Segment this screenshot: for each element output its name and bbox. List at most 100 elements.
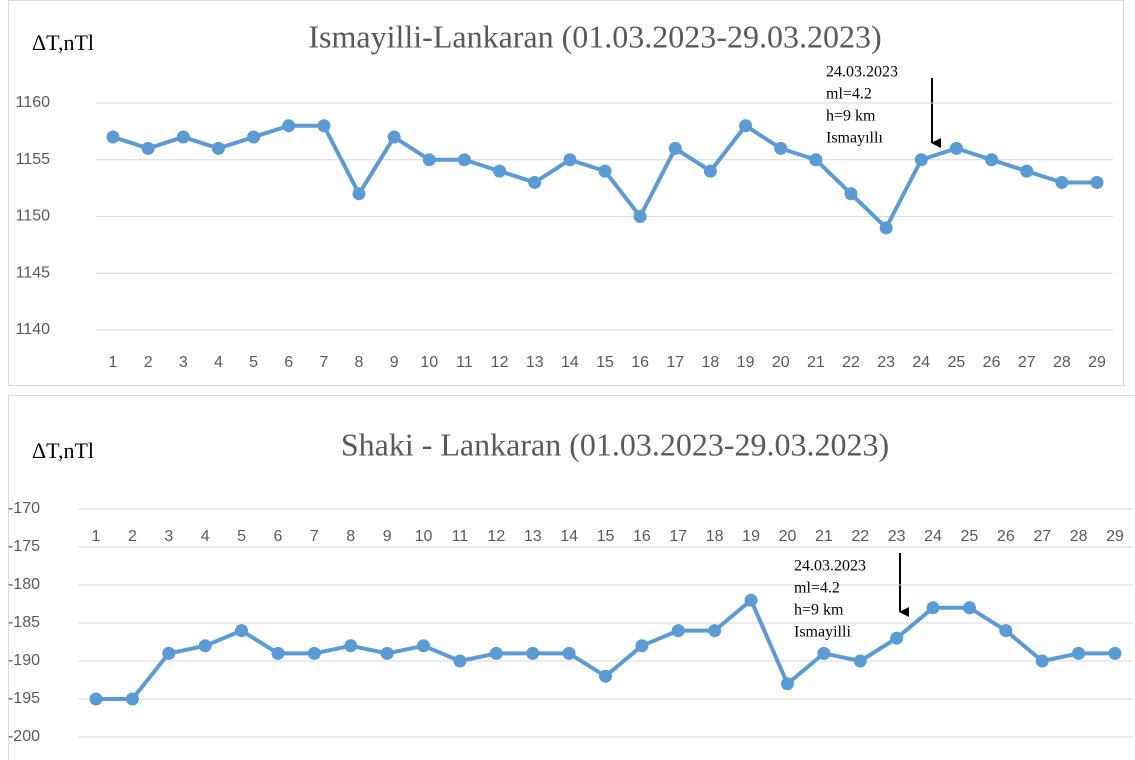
marker bbox=[1072, 646, 1086, 660]
x-tick-label: 2 bbox=[128, 528, 137, 545]
marker bbox=[526, 646, 540, 660]
x-tick-label: 7 bbox=[319, 354, 328, 371]
x-tick-label: 5 bbox=[237, 528, 246, 545]
marker bbox=[387, 130, 401, 144]
marker bbox=[489, 646, 503, 660]
x-tick-label: 18 bbox=[706, 528, 724, 545]
x-tick-label: 29 bbox=[1106, 528, 1124, 545]
marker bbox=[198, 639, 212, 653]
marker bbox=[317, 119, 331, 133]
x-tick-label: 18 bbox=[702, 354, 720, 371]
x-tick-label: 24 bbox=[912, 354, 930, 371]
x-tick-label: 24 bbox=[924, 528, 942, 545]
marker bbox=[780, 677, 794, 691]
x-tick-label: 9 bbox=[383, 528, 392, 545]
annotation: ml=4.2 bbox=[826, 86, 872, 103]
marker bbox=[809, 153, 823, 167]
y-tick-label: -195 bbox=[8, 690, 40, 707]
marker bbox=[890, 631, 904, 645]
x-tick-label: 12 bbox=[487, 528, 505, 545]
x-tick-label: 6 bbox=[274, 528, 283, 545]
marker bbox=[1108, 646, 1122, 660]
marker bbox=[562, 646, 576, 660]
x-tick-label: 17 bbox=[666, 354, 684, 371]
y-tick-label: 1140 bbox=[16, 321, 51, 338]
x-tick-label: 25 bbox=[948, 354, 966, 371]
chart-title: Ismayilli-Lankaran (01.03.2023-29.03.202… bbox=[308, 18, 881, 54]
y-tick-label: -180 bbox=[8, 576, 40, 593]
y-axis-label: ΔT,nTl bbox=[32, 438, 94, 463]
marker bbox=[744, 593, 758, 607]
x-tick-label: 20 bbox=[772, 354, 790, 371]
x-tick-label: 14 bbox=[560, 528, 578, 545]
marker bbox=[344, 639, 358, 653]
x-tick-label: 26 bbox=[983, 354, 1001, 371]
marker bbox=[599, 669, 612, 683]
marker bbox=[125, 692, 139, 706]
x-tick-label: 6 bbox=[284, 354, 293, 371]
marker bbox=[563, 153, 577, 167]
marker bbox=[235, 624, 249, 638]
chart-frame bbox=[8, 0, 1124, 386]
marker bbox=[89, 692, 103, 706]
marker bbox=[774, 141, 788, 155]
x-tick-label: 19 bbox=[742, 528, 760, 545]
x-tick-label: 2 bbox=[144, 354, 153, 371]
marker bbox=[141, 141, 155, 155]
y-axis-label: ΔT,nTl bbox=[32, 30, 94, 55]
x-tick-label: 27 bbox=[1033, 528, 1051, 545]
marker bbox=[307, 646, 321, 660]
chart-title: Shaki - Lankaran (01.03.2023-29.03.2023) bbox=[341, 426, 889, 462]
y-tick-label: -170 bbox=[8, 500, 40, 517]
x-tick-label: 21 bbox=[807, 354, 825, 371]
marker bbox=[633, 210, 647, 223]
marker bbox=[162, 646, 176, 660]
x-tick-label: 16 bbox=[631, 354, 649, 371]
x-tick-label: 20 bbox=[779, 528, 797, 545]
marker bbox=[817, 646, 831, 660]
annotation: h=9 km bbox=[826, 108, 876, 125]
marker bbox=[708, 624, 722, 638]
x-tick-label: 22 bbox=[842, 354, 860, 371]
x-tick-label: 11 bbox=[456, 354, 473, 371]
x-tick-label: 9 bbox=[390, 354, 399, 371]
y-tick-label: -185 bbox=[8, 614, 40, 631]
x-tick-label: 28 bbox=[1053, 354, 1071, 371]
marker bbox=[739, 119, 753, 133]
marker bbox=[914, 153, 928, 167]
x-tick-label: 23 bbox=[877, 354, 895, 371]
marker bbox=[1020, 164, 1034, 178]
x-tick-label: 25 bbox=[961, 528, 979, 545]
x-tick-label: 8 bbox=[346, 528, 355, 545]
x-tick-label: 7 bbox=[310, 528, 319, 545]
marker bbox=[247, 130, 261, 144]
y-tick-label: 1155 bbox=[16, 151, 51, 168]
marker bbox=[879, 221, 893, 235]
x-tick-label: 23 bbox=[888, 528, 906, 545]
x-tick-label: 8 bbox=[355, 354, 364, 371]
marker bbox=[380, 646, 394, 660]
x-tick-label: 21 bbox=[815, 528, 833, 545]
marker bbox=[598, 164, 612, 178]
y-tick-label: -200 bbox=[8, 728, 40, 745]
marker bbox=[1055, 175, 1069, 189]
marker bbox=[528, 175, 542, 189]
y-tick-label: 1160 bbox=[16, 94, 51, 111]
x-tick-label: 22 bbox=[851, 528, 869, 545]
marker bbox=[668, 141, 682, 155]
x-tick-label: 29 bbox=[1088, 354, 1106, 371]
marker bbox=[211, 141, 225, 155]
marker bbox=[844, 187, 858, 201]
marker bbox=[453, 654, 467, 668]
x-tick-label: 5 bbox=[249, 354, 258, 371]
x-tick-label: 10 bbox=[420, 354, 438, 371]
marker bbox=[493, 164, 507, 178]
x-tick-label: 13 bbox=[524, 528, 542, 545]
x-tick-label: 19 bbox=[737, 354, 755, 371]
annotation: Ismayıllı bbox=[826, 130, 883, 147]
marker bbox=[417, 639, 431, 653]
x-tick-label: 3 bbox=[164, 528, 173, 545]
marker bbox=[853, 654, 867, 668]
marker bbox=[671, 624, 685, 638]
